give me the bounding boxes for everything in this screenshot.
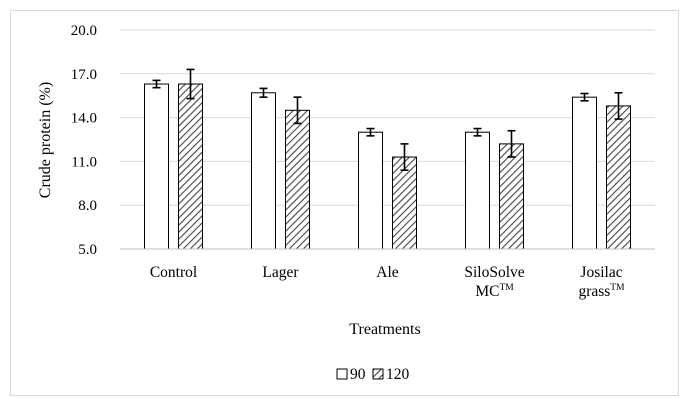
category-label: Josilac — [580, 264, 622, 281]
category-label: SiloSolve — [464, 264, 524, 281]
category-label-line2: MCTM — [475, 283, 514, 300]
bar-120-2 — [392, 156, 417, 250]
bar-120-3 — [499, 143, 524, 250]
category-label: Ale — [376, 264, 399, 281]
bar-90-4 — [572, 96, 597, 250]
category-label: Control — [150, 264, 197, 281]
y-tick-label: 17.0 — [71, 67, 97, 83]
y-tick-label: 20.0 — [71, 23, 97, 39]
legend-label-120: 120 — [386, 366, 410, 383]
chart-frame — [10, 10, 679, 396]
bar-120-0 — [178, 83, 203, 250]
bar-90-0 — [144, 83, 169, 250]
bar-90-3 — [465, 131, 490, 250]
legend-swatch-120 — [372, 368, 384, 380]
bar-90-2 — [358, 131, 383, 250]
bars — [144, 68, 631, 250]
bar-90-1 — [251, 92, 276, 250]
category-label: Lager — [262, 264, 299, 281]
y-tick-label: 5.0 — [78, 242, 97, 258]
legend-label-90: 90 — [350, 366, 366, 383]
bar-120-1 — [285, 109, 310, 250]
x-axis-categories: Control Lager Ale SiloSolve MCTM Josilac grass… — [150, 264, 625, 300]
y-tick-label: 11.0 — [71, 154, 97, 170]
y-axis-title: Crude protein (%) — [37, 82, 54, 198]
legend: 90 120 — [336, 366, 410, 383]
y-tick-label: 14.0 — [71, 111, 97, 127]
x-axis-title: Treatments — [349, 321, 420, 338]
gridlines — [120, 29, 655, 206]
legend-swatch-90 — [336, 368, 348, 380]
bar-120-4 — [606, 105, 631, 250]
y-tick-label: 8.0 — [78, 198, 97, 214]
category-label-line2: grassTM — [578, 283, 625, 300]
y-axis-ticks: 5.0 8.0 11.0 14.0 17.0 20.0 — [71, 23, 97, 258]
